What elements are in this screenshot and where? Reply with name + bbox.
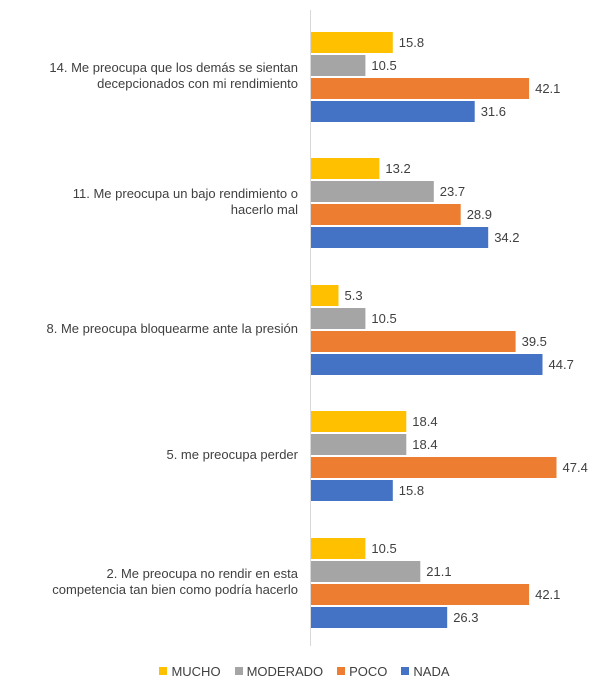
data-label-poco-3: 39.5 [522,334,547,349]
legend-item-moderado: MODERADO [234,664,324,679]
category-label-5: 2. Me preocupa no rendir en esta compete… [52,566,298,597]
bar-poco-1 [311,78,530,99]
data-label-moderado-5: 21.1 [426,564,451,579]
legend-swatch-moderado [234,667,243,675]
legend-label-mucho: MUCHO [171,664,221,679]
bar-mucho-5 [311,538,366,559]
bar-poco-3 [311,331,516,352]
data-label-moderado-2: 23.7 [440,184,465,199]
bar-moderado-5 [311,561,421,582]
bar-mucho-2 [311,158,380,179]
bar-poco-2 [311,204,461,225]
category-label-1: 14. Me preocupa que los demás se sientan… [49,60,298,91]
bar-poco-4 [311,457,557,478]
data-label-mucho-3: 5.3 [345,288,363,303]
data-label-nada-5: 26.3 [453,610,478,625]
category-label-2: 11. Me preocupa un bajo rendimiento o ha… [72,186,298,217]
bar-moderado-4 [311,434,407,455]
bars-group: 15.8 13.2 5.3 18.4 10.5 10.5 23.7 10.5 18.4 21.1 4… [311,32,588,628]
legend-label-moderado: MODERADO [246,664,324,679]
data-label-poco-1: 42.1 [535,81,560,96]
bar-mucho-3 [311,285,339,306]
data-label-moderado-4: 18.4 [412,437,437,452]
bar-poco-5 [311,584,530,605]
data-label-mucho-5: 10.5 [371,541,396,556]
legend-swatch-poco [337,667,346,675]
legend-swatch-nada [401,667,410,675]
bar-mucho-1 [311,32,393,53]
data-label-poco-5: 42.1 [535,587,560,602]
category-label-3: 8. Me preocupa bloquearme ante la presió… [46,321,299,336]
data-label-nada-1: 31.6 [481,104,506,119]
legend-label-nada: NADA [413,664,450,679]
data-label-moderado-3: 10.5 [371,311,396,326]
data-label-moderado-1: 10.5 [371,58,396,73]
legend-item-poco: POCO [337,664,387,679]
bar-nada-3 [311,354,543,375]
data-label-nada-3: 44.7 [549,357,574,372]
legend-swatch-mucho [159,667,168,675]
bar-nada-1 [311,101,475,122]
legend-item-mucho: MUCHO [159,664,221,679]
data-label-poco-2: 28.9 [467,207,492,222]
data-label-mucho-4: 18.4 [412,414,437,429]
legend-item-nada: NADA [401,664,450,679]
bar-mucho-4 [311,411,407,432]
data-label-nada-2: 34.2 [494,230,519,245]
legend-label-poco: POCO [349,664,388,679]
bar-moderado-3 [311,308,366,329]
data-label-poco-4: 47.4 [563,460,588,475]
legend: MUCHO MODERADO POCO NADA [0,664,609,679]
category-label-4: 5. me preocupa perder [166,447,298,462]
bar-moderado-2 [311,181,434,202]
data-label-mucho-1: 15.8 [399,35,424,50]
data-label-nada-4: 15.8 [399,483,424,498]
bar-nada-2 [311,227,489,248]
data-label-mucho-2: 13.2 [385,161,410,176]
bar-moderado-1 [311,55,366,76]
bar-nada-4 [311,480,393,501]
bar-nada-5 [311,607,448,628]
